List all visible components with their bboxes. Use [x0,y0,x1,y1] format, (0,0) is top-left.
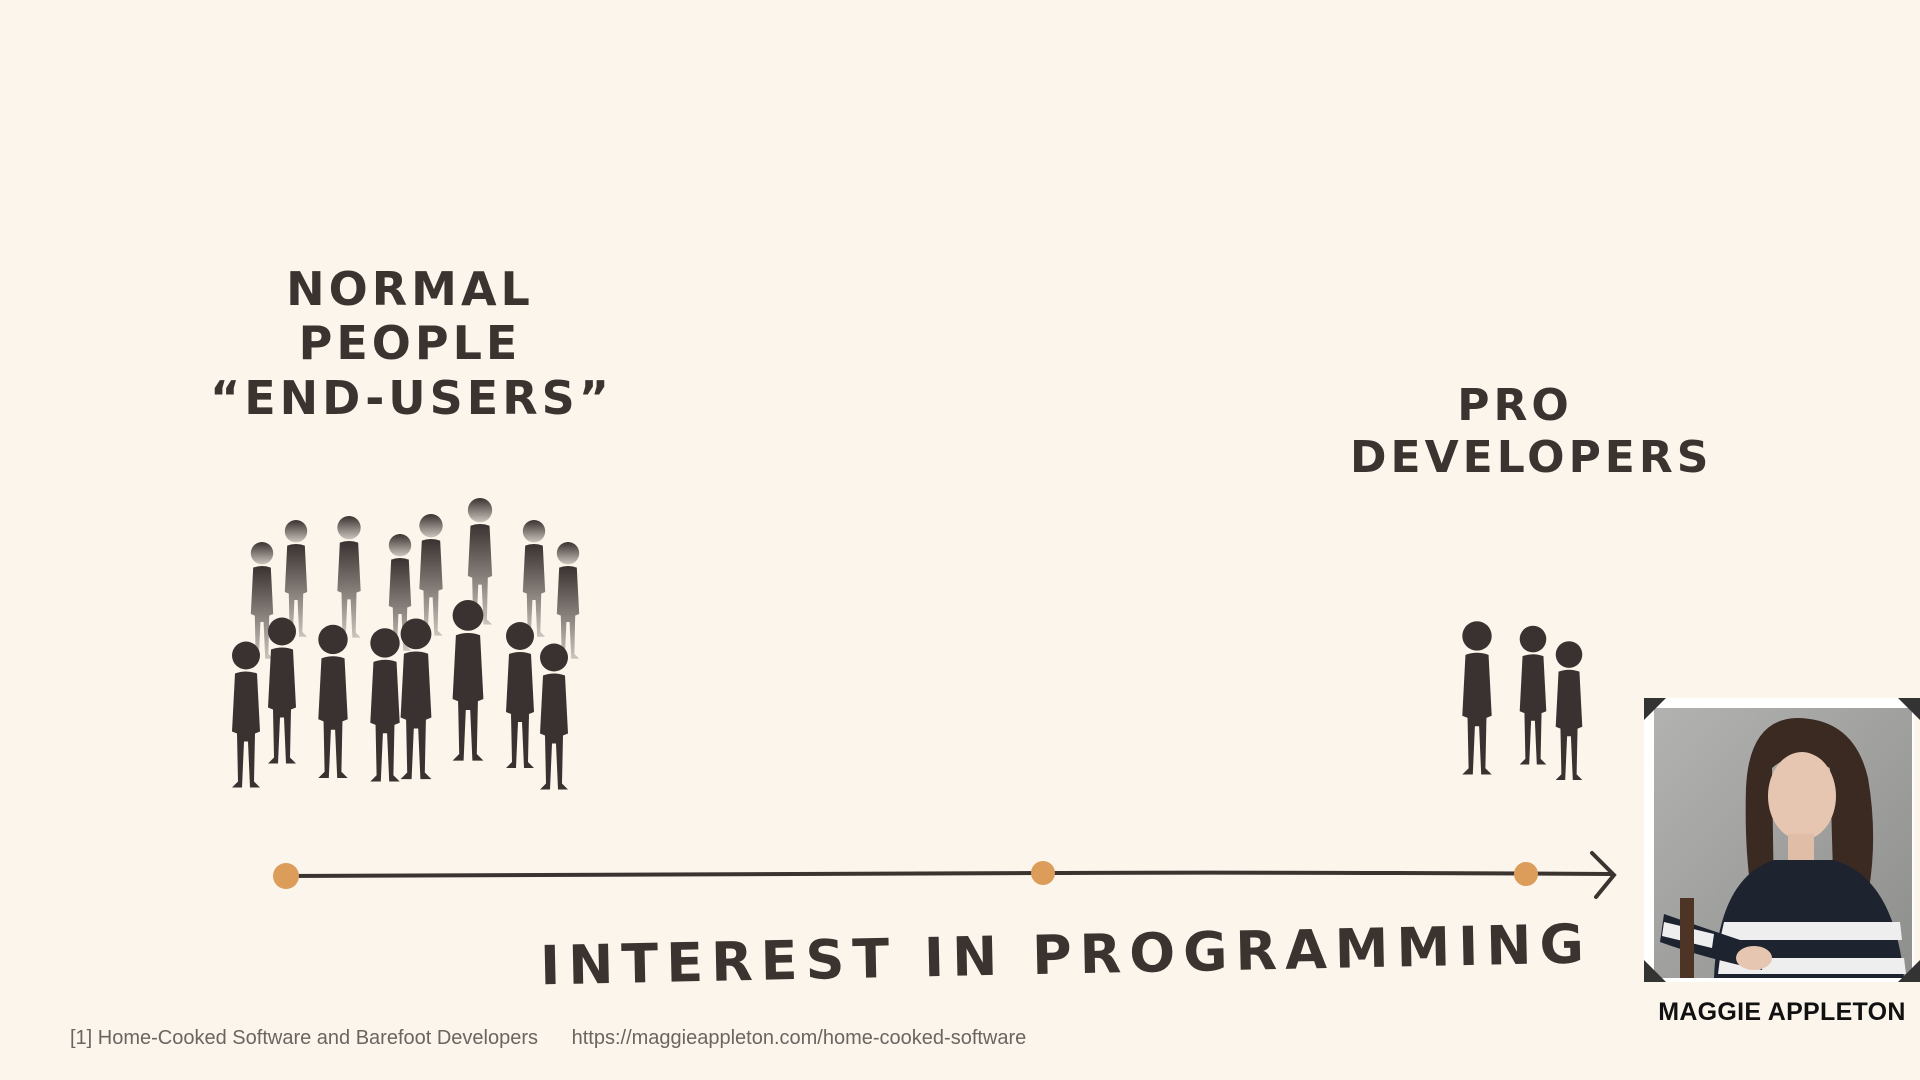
speaker-name: MAGGIE APPLETON [1658,998,1906,1026]
footer-citation: [1] Home-Cooked Software and Barefoot De… [70,1027,1026,1050]
end-users-label: NORMAL PEOPLE “END-USERS” [210,262,610,425]
speaker-portrait-frame [1644,698,1920,982]
person-figure [419,514,443,636]
interest-axis [273,851,1617,899]
pro-developers-label-line: DEVELOPERS [1350,431,1713,483]
person-figure [337,516,361,638]
pro-developers-label-line: PRO [1457,380,1573,431]
person-figure [1519,625,1547,765]
person-figure [370,628,400,782]
end-users-crowd-illustration [232,498,580,790]
person-figure [522,520,546,637]
person-figure [250,542,274,659]
pro-developers-illustration [1462,621,1583,780]
person-figure [452,600,484,761]
axis-pro-dot [1514,862,1538,886]
person-figure [540,643,568,790]
end-users-label-line: PEOPLE [298,316,522,371]
person-figure [1555,641,1583,780]
person-figure [556,542,580,659]
person-figure [506,622,534,768]
citation-url: https://maggieappleton.com/home-cooked-s… [571,1027,1027,1049]
person-figure [268,617,296,764]
axis-line [284,870,1614,878]
citation-text: [1] Home-Cooked Software and Barefoot De… [70,1027,539,1049]
person-figure [318,624,348,779]
end-users-label-line: “END-USERS” [210,370,613,425]
axis-arrowhead [1590,851,1617,899]
axis-start-dot [273,863,299,889]
person-figure [400,618,432,780]
speaker-photo [1654,708,1912,978]
person-figure [1462,621,1492,775]
person-figure [232,641,260,788]
end-users-label-line: NORMAL [286,262,534,316]
axis-middle-dot [1031,861,1055,885]
pro-developers-label: PRO DEVELOPERS [1350,380,1713,484]
